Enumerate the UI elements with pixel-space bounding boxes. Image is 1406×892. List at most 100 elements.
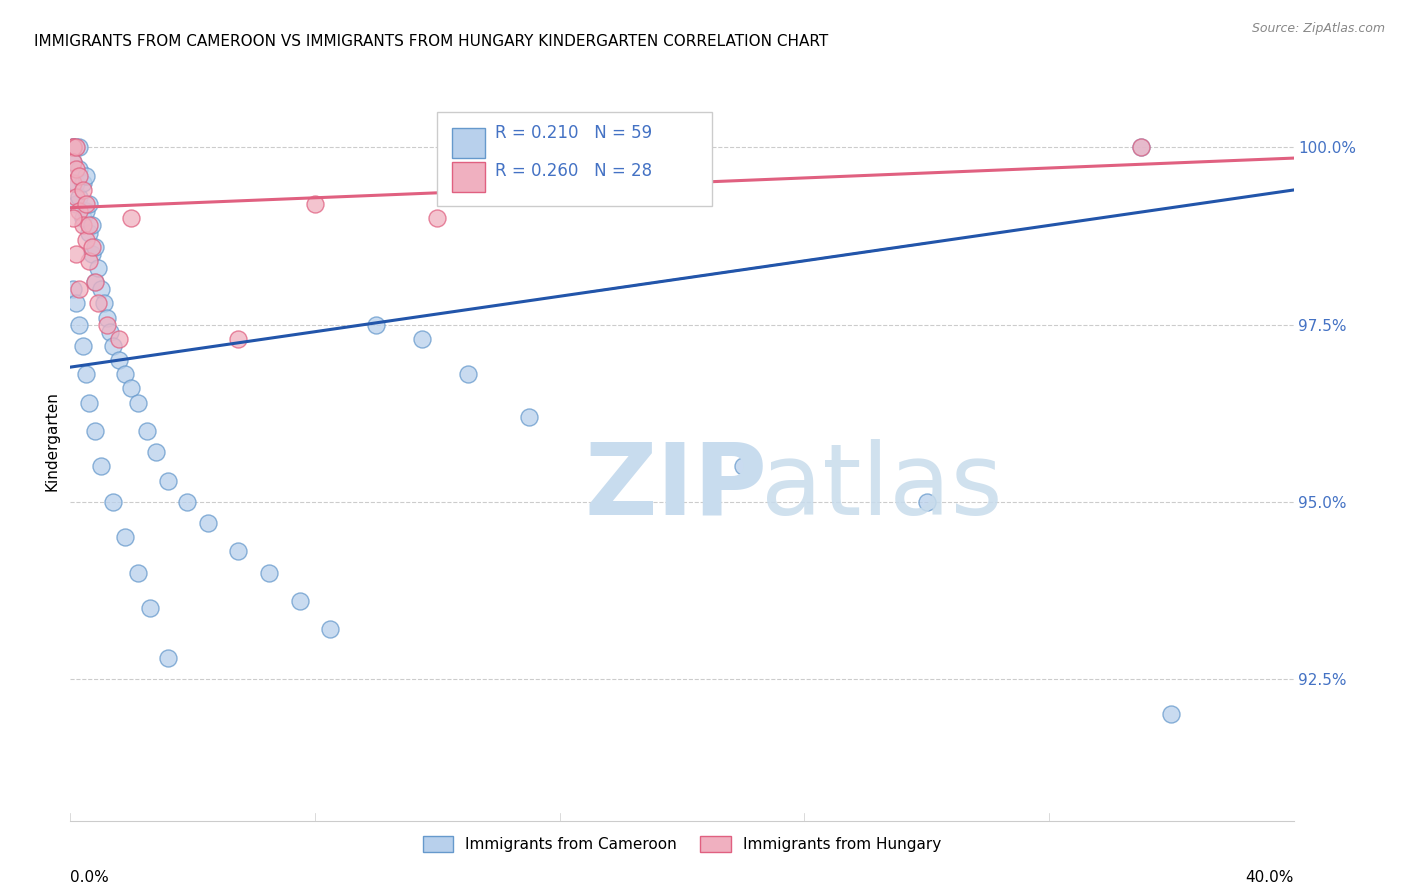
Point	[319, 623, 342, 637]
Point	[98, 325, 121, 339]
Point	[157, 474, 180, 488]
Point	[65, 190, 87, 204]
Point	[62, 140, 84, 154]
Point	[176, 495, 198, 509]
Point	[83, 275, 105, 289]
Text: 40.0%: 40.0%	[1246, 871, 1294, 885]
Point	[72, 211, 94, 226]
Text: R = 0.210   N = 59: R = 0.210 N = 59	[495, 124, 652, 142]
Point	[75, 197, 97, 211]
Point	[197, 516, 219, 530]
Point	[139, 601, 162, 615]
Text: Source: ZipAtlas.com: Source: ZipAtlas.com	[1251, 22, 1385, 36]
Point	[366, 318, 388, 332]
Point	[121, 381, 143, 395]
FancyBboxPatch shape	[451, 128, 485, 158]
Point	[108, 353, 131, 368]
Point	[127, 395, 149, 409]
Point	[90, 282, 112, 296]
Point	[127, 566, 149, 580]
FancyBboxPatch shape	[451, 161, 485, 192]
Point	[257, 566, 280, 580]
Point	[80, 219, 103, 233]
Point	[69, 204, 91, 219]
Point	[75, 368, 97, 382]
Point	[62, 154, 84, 169]
Point	[62, 211, 84, 226]
Point	[77, 226, 100, 240]
Point	[83, 240, 105, 254]
Point	[75, 204, 97, 219]
FancyBboxPatch shape	[437, 112, 713, 207]
Point	[69, 169, 91, 183]
Point	[1160, 707, 1182, 722]
Point	[75, 169, 97, 183]
Text: IMMIGRANTS FROM CAMEROON VS IMMIGRANTS FROM HUNGARY KINDERGARTEN CORRELATION CHA: IMMIGRANTS FROM CAMEROON VS IMMIGRANTS F…	[34, 34, 828, 49]
Text: ZIP: ZIP	[583, 439, 766, 535]
Point	[108, 332, 131, 346]
Point	[114, 368, 136, 382]
Text: 0.0%: 0.0%	[70, 871, 110, 885]
Point	[77, 253, 100, 268]
Point	[426, 211, 449, 226]
Point	[733, 459, 755, 474]
Y-axis label: Kindergarten: Kindergarten	[44, 392, 59, 491]
Text: R = 0.260   N = 28: R = 0.260 N = 28	[495, 161, 652, 180]
Point	[157, 650, 180, 665]
Point	[288, 594, 311, 608]
Point	[69, 190, 91, 204]
Point	[65, 176, 87, 190]
Legend: Immigrants from Cameroon, Immigrants from Hungary: Immigrants from Cameroon, Immigrants fro…	[416, 830, 948, 858]
Point	[65, 140, 87, 154]
Point	[93, 296, 115, 310]
Point	[77, 197, 100, 211]
Point	[96, 318, 118, 332]
Point	[135, 424, 157, 438]
Point	[65, 246, 87, 260]
Point	[72, 183, 94, 197]
Point	[62, 154, 84, 169]
Point	[65, 140, 87, 154]
Point	[304, 197, 326, 211]
Text: atlas: atlas	[762, 439, 1002, 535]
Point	[65, 161, 87, 176]
Point	[77, 219, 100, 233]
Point	[411, 332, 433, 346]
Point	[62, 140, 84, 154]
Point	[96, 310, 118, 325]
Point	[457, 368, 479, 382]
Point	[83, 275, 105, 289]
Point	[80, 240, 103, 254]
Point	[65, 197, 87, 211]
Point	[228, 544, 250, 558]
Point	[1129, 140, 1152, 154]
Point	[87, 260, 110, 275]
Point	[62, 176, 84, 190]
Point	[1129, 140, 1152, 154]
Point	[228, 332, 250, 346]
Point	[80, 246, 103, 260]
Point	[915, 495, 938, 509]
Point	[69, 318, 91, 332]
Point	[62, 140, 84, 154]
Point	[69, 282, 91, 296]
Point	[101, 495, 124, 509]
Point	[121, 211, 143, 226]
Point	[77, 395, 100, 409]
Point	[114, 530, 136, 544]
Point	[87, 296, 110, 310]
Point	[101, 339, 124, 353]
Point	[90, 459, 112, 474]
Point	[69, 161, 91, 176]
Point	[517, 409, 540, 424]
Point	[72, 176, 94, 190]
Point	[72, 219, 94, 233]
Point	[65, 296, 87, 310]
Point	[69, 140, 91, 154]
Point	[83, 424, 105, 438]
Point	[75, 233, 97, 247]
Point	[72, 339, 94, 353]
Point	[62, 140, 84, 154]
Point	[62, 282, 84, 296]
Point	[145, 445, 167, 459]
